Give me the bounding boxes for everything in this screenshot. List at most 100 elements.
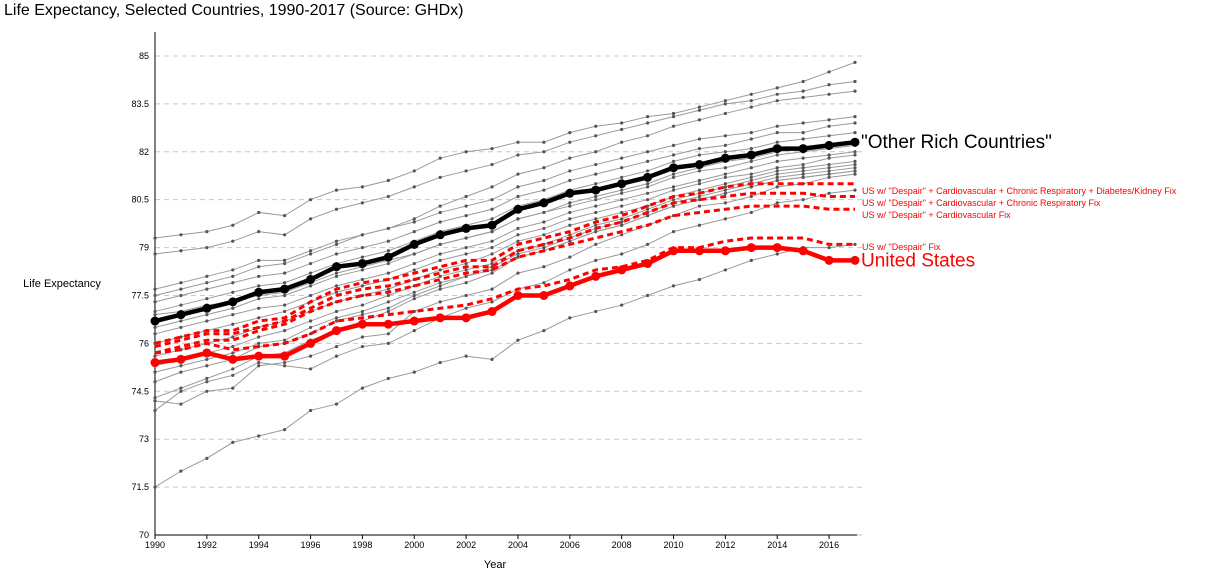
country-data-point: [775, 169, 779, 173]
country-data-point: [490, 239, 494, 243]
country-data-point: [334, 271, 339, 275]
highlight-data-point: [357, 259, 367, 269]
country-data-point: [827, 162, 831, 167]
country-data-point: [723, 172, 727, 176]
country-data-point: [671, 111, 676, 116]
highlight-data-point: [720, 246, 730, 256]
country-data-point: [360, 313, 365, 317]
country-data-point: [412, 185, 416, 189]
country-data-point: [464, 293, 468, 298]
country-data-point: [516, 338, 520, 342]
country-data-point: [334, 344, 339, 349]
country-data-point: [723, 99, 727, 103]
country-data-point: [257, 284, 261, 288]
country-data-point: [412, 220, 416, 224]
country-data-point: [257, 297, 261, 301]
highlight-data-point: [331, 326, 341, 336]
country-data-point: [490, 287, 494, 291]
country-data-point: [723, 175, 727, 179]
country-data-point: [775, 99, 779, 103]
highlight-data-point: [357, 319, 367, 329]
country-data-point: [775, 159, 779, 163]
x-tick-label: 2002: [456, 540, 476, 550]
country-data-point: [723, 201, 727, 205]
country-data-point: [594, 258, 598, 262]
country-data-point: [412, 293, 416, 298]
x-tick-label: 2012: [715, 540, 735, 550]
country-data-point: [542, 265, 546, 269]
country-data-point: [308, 252, 313, 256]
country-data-point: [827, 92, 831, 96]
y-tick-label: 77.5: [131, 290, 149, 300]
country-data-point: [827, 124, 831, 128]
country-data-point: [671, 284, 676, 288]
country-data-point: [231, 239, 235, 243]
country-data-point: [205, 230, 209, 234]
highlight-data-point: [435, 230, 445, 240]
y-tick-label: 79: [139, 243, 149, 253]
country-data-point: [153, 293, 157, 298]
country-data-point: [801, 89, 805, 93]
country-data-point: [153, 370, 157, 374]
country-data-point: [153, 287, 157, 291]
country-data-point: [464, 194, 468, 199]
country-data-point: [516, 226, 520, 231]
country-data-point: [283, 271, 287, 275]
country-data-point: [412, 329, 416, 333]
country-data-point: [360, 284, 365, 288]
highlight-series-line: [154, 245, 855, 365]
country-data-point: [827, 172, 831, 176]
country-data-point: [464, 306, 468, 310]
country-data-point: [620, 191, 624, 195]
country-data-point: [775, 172, 779, 176]
country-data-point: [775, 131, 779, 135]
x-tick-label: 2010: [664, 540, 684, 550]
country-data-point: [749, 258, 753, 262]
country-series-line: [154, 122, 856, 303]
country-data-point: [464, 169, 468, 173]
country-data-point: [231, 290, 235, 294]
country-data-point: [594, 134, 598, 138]
country-data-point: [542, 220, 546, 224]
country-data-point: [594, 204, 598, 208]
country-data-point: [801, 175, 805, 179]
country-data-point: [749, 194, 753, 199]
highlight-data-point: [202, 348, 212, 358]
highlight-data-point: [824, 255, 834, 265]
country-data-point: [542, 188, 546, 192]
country-data-point: [438, 360, 442, 365]
country-series-line: [154, 61, 856, 239]
country-data-point: [490, 252, 494, 256]
country-data-point: [723, 188, 727, 192]
country-data-point: [490, 198, 494, 202]
country-data-point: [775, 185, 779, 189]
country-data-point: [283, 233, 287, 237]
highlight-data-point: [176, 310, 186, 320]
country-data-point: [697, 277, 702, 282]
country-data-point: [438, 284, 442, 288]
country-data-point: [723, 150, 727, 154]
country-data-point: [231, 344, 235, 349]
country-data-point: [153, 485, 157, 489]
country-data-point: [620, 220, 624, 224]
highlight-data-point: [254, 351, 264, 361]
highlight-data-point: [798, 144, 808, 154]
country-data-point: [257, 364, 261, 368]
country-data-point: [568, 210, 572, 215]
country-data-point: [257, 434, 261, 438]
highlight-data-point: [461, 313, 471, 323]
highlight-data-point: [280, 351, 290, 361]
country-data-point: [853, 131, 857, 135]
country-data-point: [723, 182, 727, 186]
country-data-point: [516, 271, 520, 275]
country-data-point: [801, 156, 805, 160]
highlight-data-point: [383, 252, 393, 262]
country-data-point: [153, 313, 157, 317]
country-data-point: [205, 364, 209, 368]
country-data-point: [594, 124, 598, 128]
country-data-point: [568, 201, 572, 205]
country-series-line: [154, 151, 856, 335]
highlight-data-point: [513, 290, 523, 300]
country-data-point: [723, 217, 727, 221]
